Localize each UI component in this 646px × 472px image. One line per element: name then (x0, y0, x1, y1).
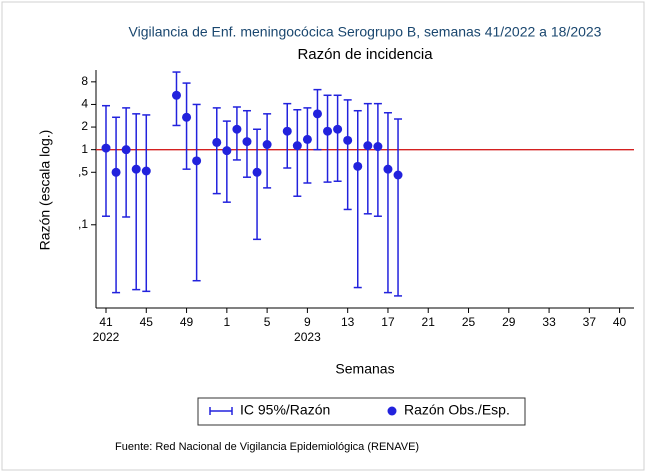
chart-subtitle: Razón de incidencia (297, 46, 433, 63)
x-tick-label: 40 (613, 315, 627, 329)
point (171, 90, 181, 100)
legend-label: IC 95%/Razón (240, 402, 330, 418)
x-tick-label: 1 (223, 315, 230, 329)
point (141, 166, 151, 176)
point (333, 124, 343, 134)
point (302, 134, 312, 144)
point (262, 140, 272, 150)
legend-swatch (387, 406, 397, 416)
y-axis-label: Razón (escala log.) (37, 130, 53, 251)
point (282, 126, 292, 136)
y-tick-label: ,1 (78, 217, 88, 231)
x-tick-label: 29 (502, 315, 516, 329)
x-tick-label: 41 (99, 315, 113, 329)
x-tick-label: 37 (583, 315, 597, 329)
point (383, 164, 393, 174)
point (131, 164, 141, 174)
x-tick-label: 13 (341, 315, 355, 329)
year-label: 2022 (93, 330, 120, 344)
y-tick-label: 8 (81, 74, 88, 88)
point (111, 167, 121, 177)
x-tick-label: 33 (542, 315, 556, 329)
x-tick-label: 49 (180, 315, 194, 329)
x-axis-label: Semanas (335, 361, 394, 377)
x-tick-label: 5 (264, 315, 271, 329)
point (363, 141, 373, 151)
y-tick-label: 2 (81, 119, 88, 133)
legend-label: Razón Obs./Esp. (404, 402, 510, 418)
point (353, 161, 363, 171)
point (323, 126, 333, 136)
point (182, 112, 192, 122)
point (252, 167, 262, 177)
point (101, 143, 111, 153)
point (121, 145, 131, 155)
x-tick-label: 17 (381, 315, 395, 329)
y-tick-label: 1 (81, 142, 88, 156)
point (222, 146, 232, 156)
source-note: Fuente: Red Nacional de Vigilancia Epide… (115, 441, 419, 453)
y-tick-label: ,5 (78, 164, 88, 178)
point (242, 137, 252, 147)
point (393, 170, 403, 180)
point (192, 156, 202, 166)
x-tick-label: 45 (140, 315, 154, 329)
legend-box (197, 397, 526, 426)
x-tick-label: 9 (304, 315, 311, 329)
point (373, 142, 383, 152)
point (292, 141, 302, 151)
y-tick-label: 4 (81, 97, 88, 111)
point (312, 109, 322, 119)
x-tick-label: 21 (422, 315, 436, 329)
point (232, 124, 242, 134)
x-tick-label: 25 (462, 315, 476, 329)
point (212, 137, 222, 147)
year-label: 2023 (294, 330, 321, 344)
point (343, 135, 353, 145)
chart-title: Vigilancia de Enf. meningocócica Serogru… (129, 24, 602, 40)
